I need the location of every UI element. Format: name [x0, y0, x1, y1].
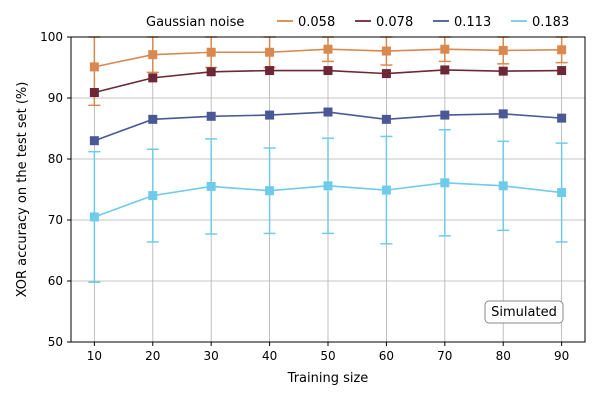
y-tick-label: 50 [48, 335, 63, 349]
y-tick-label: 80 [48, 152, 63, 166]
legend-entry: 0.183 [532, 15, 569, 30]
data-point [381, 46, 391, 56]
data-point [206, 47, 216, 57]
data-point [89, 62, 99, 72]
annotation-frame [484, 300, 564, 324]
data-point [206, 67, 216, 77]
data-point [206, 111, 216, 121]
data-point [148, 191, 158, 201]
legend-entry: 0.058 [298, 15, 335, 30]
data-point [323, 181, 333, 191]
y-tick-label: 100 [40, 30, 63, 44]
data-point [323, 107, 333, 117]
y-tick-label: 60 [48, 274, 63, 288]
x-tick-label: 40 [262, 349, 277, 363]
y-axis-label: XOR accuracy on the test set (%) [15, 82, 30, 298]
x-tick-label: 20 [145, 349, 160, 363]
data-point [89, 136, 99, 146]
data-point [440, 65, 450, 75]
series-markers [89, 44, 567, 222]
x-tick-label: 50 [320, 349, 335, 363]
data-point [148, 50, 158, 60]
x-tick-label: 30 [204, 349, 219, 363]
annotation-box: Simulated [484, 300, 564, 324]
data-point [381, 114, 391, 124]
data-point [440, 110, 450, 120]
data-point [89, 212, 99, 222]
data-point [381, 185, 391, 195]
data-point [498, 45, 508, 55]
data-point [381, 69, 391, 79]
data-point [89, 88, 99, 98]
y-tick-label: 90 [48, 91, 63, 105]
data-point [498, 109, 508, 119]
data-point [498, 66, 508, 76]
y-axis-ticks: 50 60 70 80 90 100 [40, 30, 71, 349]
x-tick-label: 70 [437, 349, 452, 363]
data-point [557, 113, 567, 123]
x-tick-label: 60 [379, 349, 394, 363]
data-point [265, 47, 275, 57]
data-point [557, 45, 567, 55]
data-point [148, 114, 158, 124]
data-point [265, 110, 275, 120]
x-tick-label: 80 [496, 349, 511, 363]
legend-entry: 0.113 [454, 15, 491, 30]
x-axis-ticks: 10 20 30 40 50 60 70 80 90 [87, 342, 569, 363]
data-point [557, 66, 567, 76]
data-point [323, 44, 333, 54]
data-point [265, 66, 275, 76]
legend: Gaussian noise 0.058 0.078 0.113 0.183 [146, 15, 569, 30]
x-tick-label: 90 [554, 349, 569, 363]
legend-entry: 0.078 [376, 15, 413, 30]
data-point [206, 181, 216, 191]
data-point [557, 188, 567, 198]
data-point [498, 181, 508, 191]
data-point [148, 73, 158, 83]
data-point [440, 178, 450, 188]
x-tick-label: 10 [87, 349, 102, 363]
y-tick-label: 70 [48, 213, 63, 227]
x-axis-label: Training size [287, 371, 369, 386]
legend-title: Gaussian noise [146, 15, 244, 30]
data-point [440, 44, 450, 54]
data-point [323, 66, 333, 76]
annotation-text: Simulated [491, 305, 557, 320]
data-point [265, 186, 275, 196]
